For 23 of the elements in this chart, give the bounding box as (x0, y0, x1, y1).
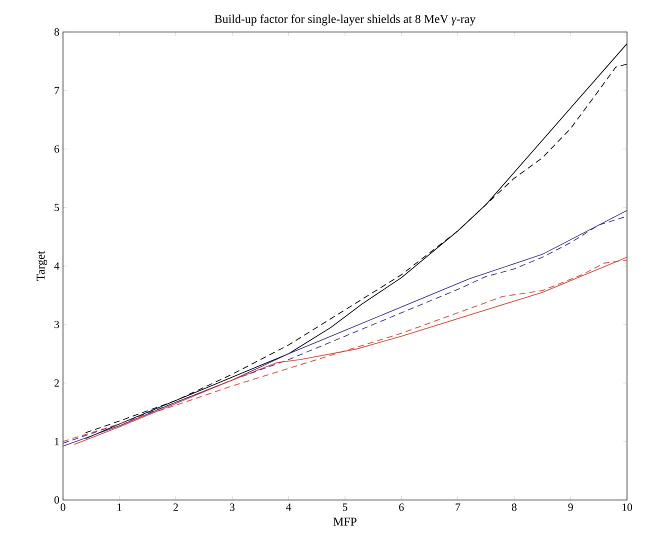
chart-title: Build-up factor for single-layer shields at 8 MeV γ-ray (214, 14, 476, 26)
x-tick-label: 6 (399, 504, 404, 511)
x-tick-label: 4 (286, 504, 292, 511)
x-tick-label: 2 (174, 504, 178, 511)
y-tick-label: 7 (54, 86, 60, 94)
x-tick-label: 3 (230, 504, 235, 511)
x-tick-label: 0 (60, 504, 66, 511)
x-tick-label: 5 (342, 504, 348, 511)
x-tick-label: 7 (456, 504, 460, 511)
y-axis-title: Target (36, 250, 48, 281)
y-tick-label: 2 (54, 379, 59, 387)
y-tick-label: 3 (54, 320, 60, 328)
y-tick-label: 5 (54, 204, 60, 212)
x-tick-label: 9 (568, 504, 573, 511)
y-tick-label: 0 (54, 496, 60, 504)
x-tick-label: 10 (622, 504, 632, 511)
y-tick-label: 1 (54, 438, 59, 446)
y-tick-label: 6 (54, 145, 60, 153)
x-tick-label: 1 (118, 504, 122, 511)
y-tick-label: 4 (54, 262, 60, 270)
x-axis-title: MFP (333, 518, 356, 526)
y-tick-label: 8 (54, 28, 60, 36)
x-tick-label: 8 (512, 504, 517, 511)
